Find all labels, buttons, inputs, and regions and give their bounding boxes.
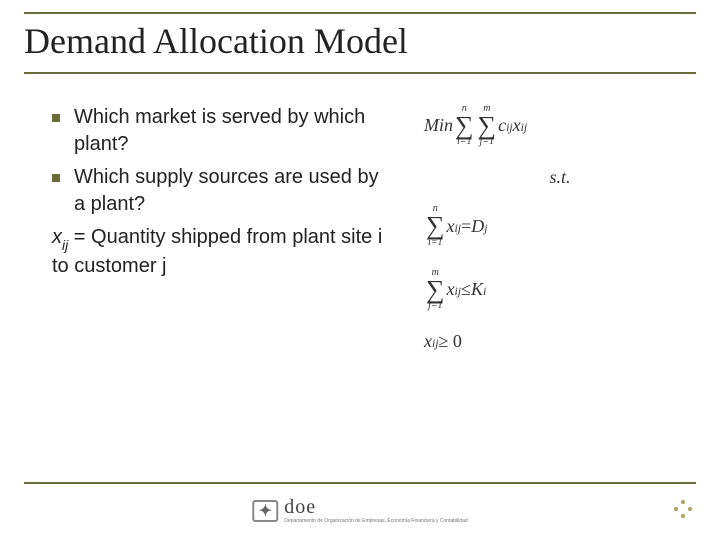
constraint-capacity: m ∑ j=1 xij ≤ Ki <box>424 268 696 311</box>
var-x: x <box>513 115 521 136</box>
sum-lower: j=1 <box>480 137 495 147</box>
equations-column: Min n ∑ i=1 m ∑ j=1 cij xij s.t. <box>424 104 696 372</box>
def-sub: ij <box>62 237 68 253</box>
logo-text-block: doe Departamento de Organización de Empr… <box>284 497 467 524</box>
rhs-var: K <box>471 279 483 300</box>
rhs-sub: j <box>484 222 487 235</box>
bullet-text: Which supply sources are used by a plant… <box>74 164 394 218</box>
summation-icon: m ∑ j=1 <box>478 104 497 147</box>
relation: = <box>461 216 471 237</box>
footer-logo: ✦ doe Departamento de Organización de Em… <box>252 497 467 524</box>
bullet-item: Which market is served by which plant? <box>52 104 394 158</box>
slide: Demand Allocation Model Which market is … <box>0 0 720 540</box>
footer-divider <box>24 482 696 484</box>
summation-icon: n ∑ i=1 <box>455 104 474 147</box>
lhs-sub: ij <box>455 285 462 298</box>
title-container: Demand Allocation Model <box>24 12 696 74</box>
sigma-icon: ∑ <box>426 278 445 301</box>
sum-lower: i=1 <box>457 137 472 147</box>
var-x-sub: ij <box>432 337 439 350</box>
bullet-marker-icon <box>52 174 60 182</box>
rhs-var: D <box>471 216 484 237</box>
var-x: x <box>424 331 432 352</box>
logo-main-text: doe <box>284 497 467 517</box>
summation-icon: n ∑ i=1 <box>426 204 445 247</box>
objective-equation: Min n ∑ i=1 m ∑ j=1 cij xij <box>424 104 696 147</box>
sigma-icon: ∑ <box>455 114 474 137</box>
lhs-var: x <box>447 216 455 237</box>
coef-c-sub: ij <box>506 121 513 134</box>
bullet-item: Which supply sources are used by a plant… <box>52 164 394 218</box>
var-x-sub: ij <box>521 121 528 134</box>
relation: ≥ 0 <box>439 331 462 352</box>
sigma-icon: ∑ <box>426 214 445 237</box>
term: cij xij <box>498 115 527 136</box>
slide-title: Demand Allocation Model <box>24 20 696 62</box>
logo-mark-icon: ✦ <box>252 500 278 522</box>
left-column: Which market is served by which plant? W… <box>24 104 394 372</box>
constraint-demand: n ∑ i=1 xij = Dj <box>424 204 696 247</box>
relation: ≤ <box>461 279 471 300</box>
variable-definition: xij = Quantity shipped from plant site i… <box>52 224 394 280</box>
rhs-sub: i <box>483 285 486 298</box>
def-text: = Quantity shipped from plant site i to … <box>52 226 382 277</box>
constraint-nonneg: xij ≥ 0 <box>424 331 696 352</box>
bullet-text: Which market is served by which plant? <box>74 104 394 158</box>
content-area: Which market is served by which plant? W… <box>24 104 696 372</box>
lhs-sub: ij <box>455 222 462 235</box>
summation-icon: m ∑ j=1 <box>426 268 445 311</box>
sigma-icon: ∑ <box>478 114 497 137</box>
logo-sub-text: Departamento de Organización de Empresas… <box>284 519 467 524</box>
def-var: x <box>52 226 62 248</box>
bullet-marker-icon <box>52 114 60 122</box>
sum-lower: j=1 <box>428 301 443 311</box>
coef-c: c <box>498 115 506 136</box>
lhs-var: x <box>447 279 455 300</box>
sum-lower: i=1 <box>428 238 443 248</box>
min-label: Min <box>424 115 453 136</box>
corner-decoration-icon <box>674 500 692 518</box>
subject-to-label: s.t. <box>424 167 696 188</box>
